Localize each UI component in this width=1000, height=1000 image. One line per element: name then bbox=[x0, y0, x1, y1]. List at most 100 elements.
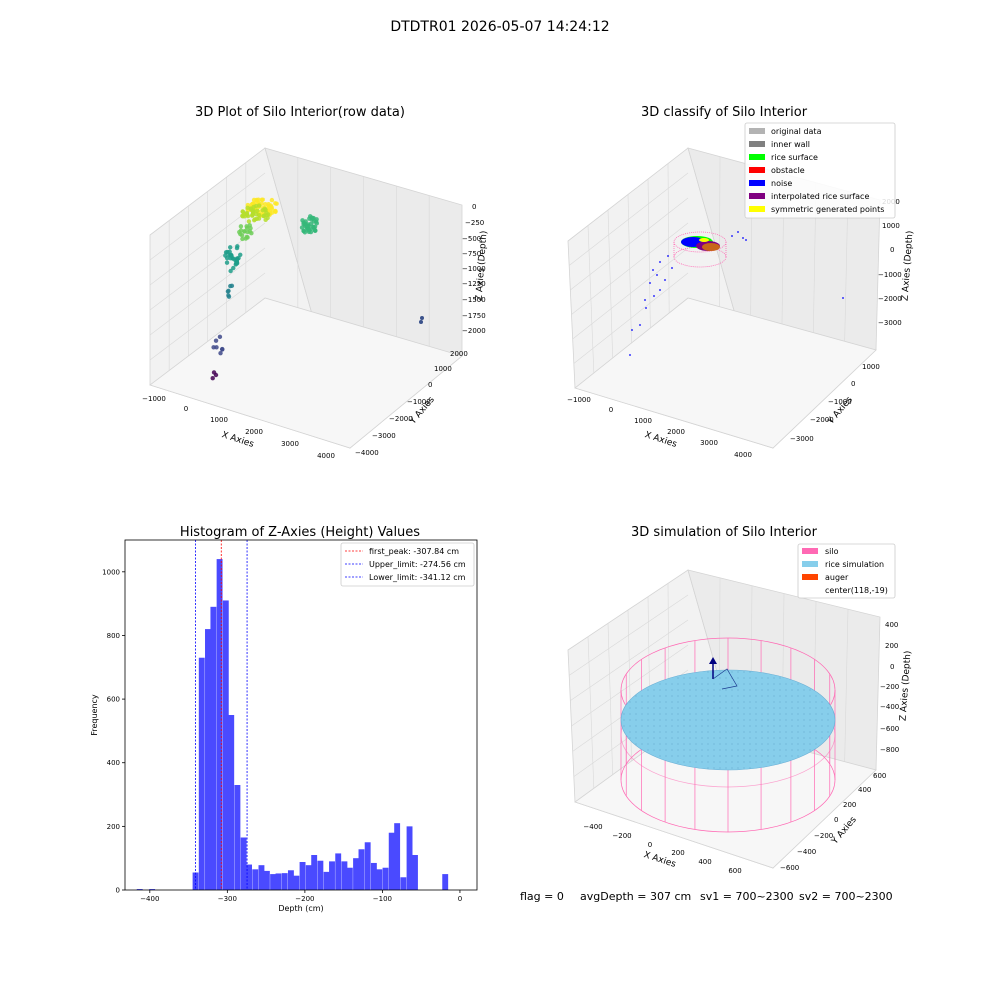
rice-mesh-point bbox=[725, 671, 727, 673]
simulation-y-tick-label: 600 bbox=[873, 772, 886, 780]
histogram-bar bbox=[382, 867, 389, 890]
histogram-x-tick-label: −400 bbox=[140, 895, 159, 903]
rice-mesh-point bbox=[701, 737, 703, 739]
simulation-z-tick-label: −600 bbox=[880, 725, 899, 733]
rice-mesh-point bbox=[695, 737, 697, 739]
rice-mesh-point bbox=[665, 737, 667, 739]
rice-mesh-point bbox=[683, 755, 685, 757]
raw-scatter-point bbox=[273, 201, 278, 206]
rice-mesh-point bbox=[677, 755, 679, 757]
raw-scatter-point bbox=[220, 346, 225, 352]
rice-mesh-point bbox=[647, 743, 649, 745]
rice-mesh-point bbox=[815, 731, 817, 733]
rice-mesh-point bbox=[725, 707, 727, 709]
rice-mesh-point bbox=[767, 755, 769, 757]
rice-mesh-point bbox=[761, 695, 763, 697]
rice-mesh-point bbox=[761, 749, 763, 751]
rice-mesh-point bbox=[737, 701, 739, 703]
rice-mesh-point bbox=[725, 737, 727, 739]
rice-mesh-point bbox=[659, 695, 661, 697]
histogram-bar bbox=[252, 869, 259, 890]
simulation-y-ticks: −600 −400 −200 0 200 400 600 bbox=[780, 772, 886, 872]
rice-mesh-point bbox=[677, 749, 679, 751]
rice-mesh-point bbox=[755, 701, 757, 703]
rice-mesh-point bbox=[701, 731, 703, 733]
grid-line bbox=[573, 272, 689, 364]
rice-mesh-point bbox=[815, 725, 817, 727]
classify-noise-point bbox=[645, 307, 647, 309]
rice-mesh-point bbox=[821, 731, 823, 733]
raw-scatter-point bbox=[310, 216, 315, 221]
rice-mesh-point bbox=[779, 689, 781, 691]
rice-mesh-point bbox=[659, 743, 661, 745]
rice-mesh-point bbox=[623, 725, 625, 727]
rice-mesh-point bbox=[719, 713, 721, 715]
rice-mesh-point bbox=[785, 743, 787, 745]
histogram-bar bbox=[406, 826, 413, 890]
rice-mesh-point bbox=[629, 701, 631, 703]
rice-mesh-point bbox=[761, 713, 763, 715]
rice-mesh-point bbox=[779, 713, 781, 715]
rice-mesh-point bbox=[677, 695, 679, 697]
panel-histogram: Histogram of Z-Axies (Height) Values −40… bbox=[90, 525, 478, 913]
classify-noise-point bbox=[631, 329, 633, 331]
classify-y-tick-label: −3000 bbox=[790, 435, 814, 443]
rice-mesh-point bbox=[773, 731, 775, 733]
rice-mesh-point bbox=[677, 725, 679, 727]
rice-mesh-point bbox=[731, 671, 733, 673]
raw-scatter-point bbox=[240, 209, 245, 214]
rice-mesh-point bbox=[743, 731, 745, 733]
classify-noise-point bbox=[731, 235, 733, 237]
rice-mesh-point bbox=[683, 683, 685, 685]
rice-mesh-point bbox=[719, 683, 721, 685]
classify-symmetric-patch bbox=[699, 238, 709, 242]
rice-mesh-point bbox=[671, 683, 673, 685]
raw-scatter-point bbox=[251, 197, 257, 203]
rice-mesh-point bbox=[695, 689, 697, 691]
rice-mesh-point bbox=[803, 707, 805, 709]
rice-mesh-point bbox=[695, 749, 697, 751]
rice-mesh-point bbox=[791, 737, 793, 739]
rice-mesh-point bbox=[659, 749, 661, 751]
histogram-x-tick-label: 0 bbox=[458, 895, 462, 903]
rice-mesh-point bbox=[677, 743, 679, 745]
rice-mesh-point bbox=[719, 731, 721, 733]
rice-mesh-point bbox=[701, 725, 703, 727]
raw-scatter-point bbox=[269, 197, 275, 203]
raw-z-tick-label: 0 bbox=[472, 203, 476, 211]
legend-swatch-obstacle bbox=[749, 167, 765, 173]
classify-z-tick-label: −2000 bbox=[878, 295, 902, 303]
rice-mesh-point bbox=[701, 755, 703, 757]
rice-mesh-point bbox=[731, 707, 733, 709]
rice-simulation-mesh bbox=[623, 671, 829, 769]
histogram-x-ticks: −400 −300 −200 −100 0 bbox=[140, 890, 462, 903]
rice-mesh-point bbox=[803, 695, 805, 697]
histogram-x-axis-label: Depth (cm) bbox=[278, 904, 323, 913]
rice-mesh-point bbox=[809, 689, 811, 691]
rice-mesh-point bbox=[647, 701, 649, 703]
rice-mesh-point bbox=[719, 737, 721, 739]
histogram-bar bbox=[281, 873, 288, 890]
raw-scatter-point bbox=[243, 236, 248, 241]
rice-mesh-point bbox=[731, 701, 733, 703]
rice-mesh-point bbox=[791, 743, 793, 745]
classify-x-ticks: −1000 0 1000 2000 3000 4000 bbox=[567, 396, 752, 459]
raw-z-tick-label: −1000 bbox=[462, 265, 486, 273]
grid-line bbox=[149, 272, 266, 361]
histogram-bar bbox=[323, 871, 330, 890]
rice-mesh-point bbox=[665, 725, 667, 727]
rice-mesh-point bbox=[707, 731, 709, 733]
rice-mesh-point bbox=[827, 707, 829, 709]
legend-label-center: center(118,-19) bbox=[825, 586, 888, 595]
rice-mesh-point bbox=[695, 755, 697, 757]
classify-x-tick-label: 0 bbox=[609, 406, 613, 414]
rice-mesh-point bbox=[701, 701, 703, 703]
rice-mesh-point bbox=[713, 719, 715, 721]
histogram-bar bbox=[136, 889, 143, 890]
rice-mesh-point bbox=[749, 671, 751, 673]
rice-mesh-point bbox=[713, 755, 715, 757]
rice-mesh-point bbox=[743, 701, 745, 703]
rice-mesh-point bbox=[749, 689, 751, 691]
rice-mesh-point bbox=[803, 725, 805, 727]
